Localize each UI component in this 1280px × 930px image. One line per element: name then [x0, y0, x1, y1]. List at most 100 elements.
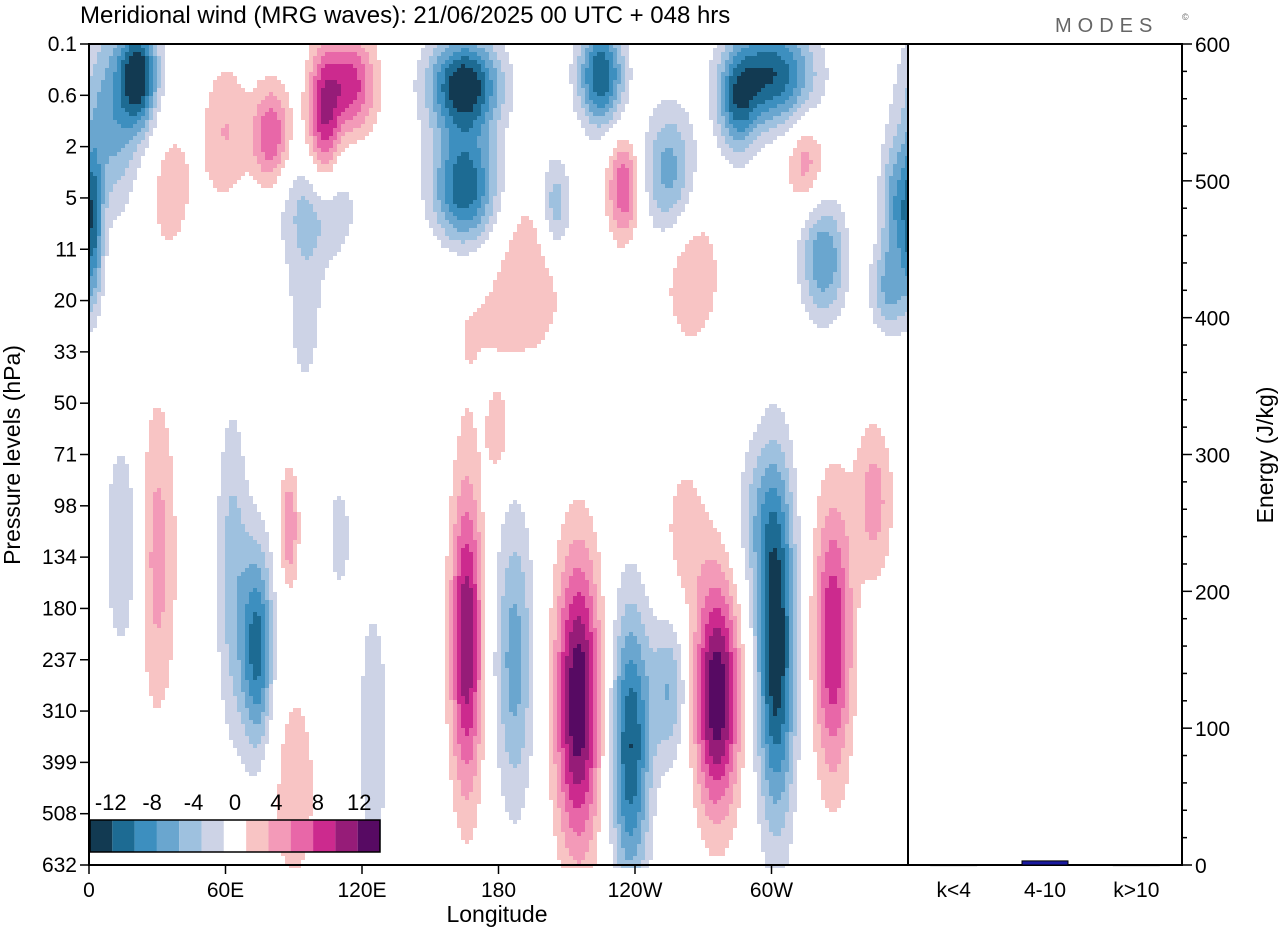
heatmap-cell — [121, 184, 125, 188]
heatmap-cell — [561, 176, 565, 180]
heatmap-cell — [605, 92, 609, 96]
heatmap-cell — [233, 96, 237, 100]
heatmap-cell — [209, 116, 213, 120]
heatmap-cell — [601, 48, 605, 52]
heatmap-cell — [113, 68, 117, 72]
heatmap-cell — [89, 60, 93, 64]
heatmap-cell — [213, 132, 217, 136]
heatmap-cell — [817, 164, 821, 168]
heatmap-cell — [109, 220, 113, 224]
heatmap-cell — [129, 136, 133, 140]
heatmap-cell — [429, 116, 433, 120]
heatmap-cell — [745, 68, 749, 72]
heatmap-cell — [789, 100, 793, 104]
heatmap-cell — [277, 164, 281, 168]
heatmap-cell — [477, 52, 481, 56]
heatmap-cell — [105, 120, 109, 124]
heatmap-cell — [325, 128, 329, 132]
heatmap-cell — [145, 124, 149, 128]
heatmap-cell — [105, 128, 109, 132]
heatmap-cell — [89, 184, 93, 188]
heatmap-cell — [677, 144, 681, 148]
heatmap-cell — [885, 136, 889, 140]
heatmap-cell — [633, 216, 637, 220]
heatmap-cell — [113, 132, 117, 136]
heatmap-cell — [817, 72, 821, 76]
heatmap-cell — [473, 68, 477, 72]
heatmap-cell — [673, 112, 677, 116]
heatmap-cell — [133, 148, 137, 152]
heatmap-cell — [497, 64, 501, 68]
heatmap-cell — [113, 208, 117, 212]
heatmap-cell — [101, 208, 105, 212]
heatmap-cell — [609, 204, 613, 208]
heatmap-cell — [429, 136, 433, 140]
heatmap-cell — [661, 172, 665, 176]
heatmap-cell — [449, 192, 453, 196]
heatmap-cell — [109, 60, 113, 64]
heatmap-cell — [657, 172, 661, 176]
heatmap-cell — [813, 44, 817, 48]
heatmap-cell — [713, 68, 717, 72]
heatmap-cell — [785, 92, 789, 96]
heatmap-cell — [789, 48, 793, 52]
heatmap-cell — [717, 96, 721, 100]
heatmap-cell — [481, 220, 485, 224]
heatmap-cell — [301, 192, 305, 196]
heatmap-cell — [349, 116, 353, 120]
heatmap-cell — [117, 136, 121, 140]
heatmap-cell — [485, 216, 489, 220]
heatmap-cell — [105, 64, 109, 68]
heatmap-cell — [725, 128, 729, 132]
heatmap-cell — [229, 168, 233, 172]
heatmap-cell — [493, 72, 497, 76]
heatmap-cell — [437, 200, 441, 204]
heatmap-cell — [349, 44, 353, 48]
heatmap-cell — [897, 224, 901, 228]
heatmap-cell — [549, 176, 553, 180]
heatmap-cell — [769, 120, 773, 124]
heatmap-cell — [497, 112, 501, 116]
heatmap-cell — [481, 112, 485, 116]
heatmap-cell — [897, 176, 901, 180]
heatmap-cell — [341, 48, 345, 52]
heatmap-cell — [349, 68, 353, 72]
heatmap-cell — [609, 208, 613, 212]
heatmap-cell — [109, 184, 113, 188]
heatmap-cell — [273, 108, 277, 112]
heatmap-cell — [149, 84, 153, 88]
heatmap-cell — [277, 116, 281, 120]
heatmap-cell — [121, 188, 125, 192]
heatmap-cell — [317, 88, 321, 92]
heatmap-cell — [597, 128, 601, 132]
heatmap-cell — [121, 88, 125, 92]
heatmap-cell — [565, 204, 569, 208]
heatmap-cell — [129, 168, 133, 172]
heatmap-cell — [441, 48, 445, 52]
heatmap-cell — [241, 160, 245, 164]
heatmap-cell — [621, 56, 625, 60]
heatmap-cell — [621, 68, 625, 72]
heatmap-cell — [101, 144, 105, 148]
heatmap-cell — [625, 56, 629, 60]
heatmap-cell — [793, 112, 797, 116]
heatmap-cell — [341, 200, 345, 204]
heatmap-cell — [881, 216, 885, 220]
heatmap-cell — [785, 84, 789, 88]
heatmap-cell — [341, 216, 345, 220]
heatmap-cell — [617, 92, 621, 96]
heatmap-cell — [545, 212, 549, 216]
heatmap-cell — [525, 220, 529, 224]
heatmap-cell — [169, 188, 173, 192]
heatmap-cell — [837, 220, 841, 224]
heatmap-cell — [773, 116, 777, 120]
heatmap-cell — [433, 132, 437, 136]
heatmap-cell — [629, 68, 633, 72]
heatmap-cell — [297, 196, 301, 200]
heatmap-cell — [229, 128, 233, 132]
heatmap-cell — [553, 188, 557, 192]
heatmap-cell — [101, 120, 105, 124]
heatmap-cell — [749, 156, 753, 160]
heatmap-cell — [741, 156, 745, 160]
heatmap-cell — [749, 120, 753, 124]
